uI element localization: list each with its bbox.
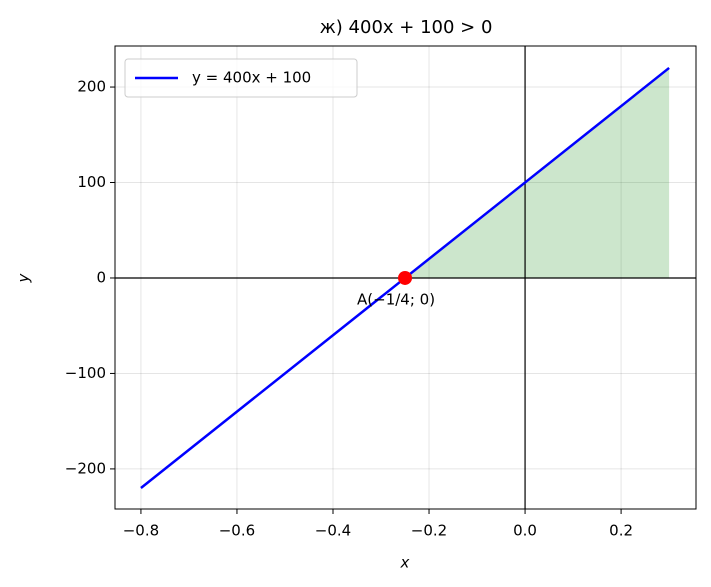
y-tick-label: 100 <box>77 173 106 191</box>
y-tick-label: −200 <box>65 459 106 477</box>
y-axis-label: y <box>15 272 33 283</box>
x-tick-label: −0.6 <box>219 522 255 540</box>
y-tick-label: 0 <box>96 268 106 286</box>
point <box>398 270 413 285</box>
x-tick-label: −0.4 <box>315 522 351 540</box>
legend-box <box>124 58 358 98</box>
chart-title: ж) 400x + 100 > 0 <box>320 17 493 38</box>
y-tick-label: 200 <box>77 78 106 96</box>
x-tick-label: 0.0 <box>513 522 537 540</box>
y-tick-label: −100 <box>65 364 106 382</box>
x-tick-label: −0.2 <box>411 522 447 540</box>
plot-frame <box>114 45 697 510</box>
legend-label: y = 400x + 100 <box>192 69 311 87</box>
x-axis-label: x <box>400 554 410 572</box>
x-tick-label: 0.2 <box>609 522 633 540</box>
point-label: A(−1/4; 0) <box>357 290 435 308</box>
x-tick-label: −0.8 <box>123 522 159 540</box>
